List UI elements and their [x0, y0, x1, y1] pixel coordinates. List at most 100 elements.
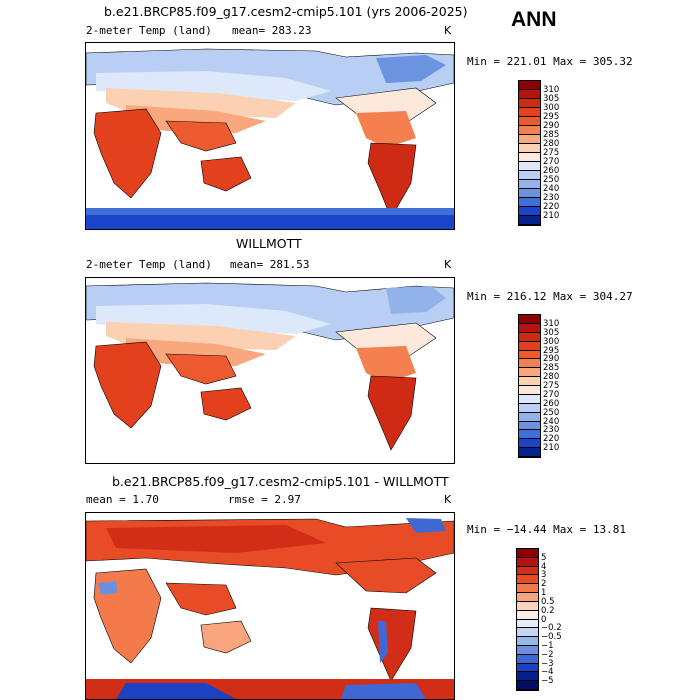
colorbar-label: 280	[543, 372, 560, 383]
panel1-variable: 2-meter Temp (land)	[86, 24, 212, 37]
colorbar-swatch	[517, 584, 538, 594]
colorbar-label: 260	[543, 398, 560, 409]
colorbar-label: −0.2	[541, 623, 562, 634]
colorbar-swatch	[517, 637, 538, 646]
panel3-title: b.e21.BRCP85.f09_g17.cesm2-cmip5.101 - W…	[112, 474, 449, 489]
colorbar-label: 275	[543, 381, 560, 391]
panel1-colorbar: 310 305 300 295 290 285 280 275 270 260 250 240 230 2…	[518, 80, 559, 226]
colorbar-label: −2	[541, 649, 554, 660]
panel1-map-svg	[86, 48, 454, 229]
colorbar-label: −5	[541, 676, 554, 687]
colorbar-swatch	[519, 439, 540, 449]
panel2-map-svg	[86, 282, 454, 451]
colorbar-swatch	[519, 171, 540, 180]
panel2-title: WILLMOTT	[236, 236, 302, 251]
colorbar-label: 290	[543, 354, 560, 365]
panel2-units: K	[444, 258, 452, 271]
colorbar-swatch	[519, 430, 540, 440]
colorbar-swatch	[519, 332, 540, 342]
colorbar-swatch	[519, 144, 540, 153]
colorbar-label: 250	[543, 407, 560, 418]
colorbar-swatch	[517, 672, 538, 682]
colorbar-label: 310	[543, 85, 560, 95]
panel3-map	[85, 512, 455, 700]
colorbar-label: 3	[541, 570, 547, 581]
colorbar-label: 1	[541, 588, 547, 599]
panel3-colorbar: 5 4 3 2 1 0.5 0.2 0 −0.2 −0.5 −1 −2 −3 −4 −5	[516, 548, 562, 691]
colorbar-label: 0	[541, 614, 547, 625]
colorbar-swatch	[519, 368, 540, 378]
colorbar-swatch	[519, 403, 540, 413]
colorbar-swatch	[519, 126, 540, 135]
colorbar-swatch	[517, 566, 538, 576]
colorbar-swatch	[519, 412, 540, 422]
colorbar-swatch	[519, 359, 540, 369]
colorbar-label: 5	[541, 552, 547, 563]
colorbar-swatch	[519, 315, 540, 324]
colorbar-label: 230	[543, 193, 560, 203]
panel2-minmax: Min = 216.12 Max = 304.27	[467, 290, 633, 303]
colorbar-label: −1	[541, 640, 554, 651]
panel1-minmax: Min = 221.01 Max = 305.32	[467, 55, 633, 68]
colorbar-label: 250	[543, 175, 560, 185]
colorbar-swatch	[519, 207, 540, 216]
panel1-units: K	[444, 24, 452, 37]
colorbar-label: 270	[543, 389, 560, 400]
panel2-map	[85, 277, 455, 464]
colorbar-swatch	[519, 180, 540, 189]
colorbar-label: 0.5	[541, 596, 555, 607]
colorbar-label: 295	[543, 345, 560, 356]
colorbar-label: 2	[541, 579, 547, 590]
colorbar-label: 0.2	[541, 605, 555, 616]
colorbar-label: 260	[543, 166, 560, 176]
colorbar-swatch	[519, 198, 540, 207]
panel1-title: b.e21.BRCP85.f09_g17.cesm2-cmip5.101 (yr…	[104, 4, 468, 19]
colorbar-label: 300	[543, 336, 560, 347]
colorbar-swatch	[517, 628, 538, 638]
colorbar-swatch	[517, 654, 538, 664]
panel2-mean: mean= 281.53	[230, 258, 310, 271]
colorbar-swatch	[517, 575, 538, 585]
colorbar-swatch	[519, 386, 540, 395]
colorbar-label: 210	[543, 211, 560, 221]
colorbar-swatch	[519, 394, 540, 404]
colorbar-swatch	[517, 593, 538, 602]
colorbar-label: 240	[543, 416, 560, 427]
colorbar-swatch	[517, 663, 538, 673]
colorbar-label: −4	[541, 667, 554, 678]
colorbar-swatch	[519, 323, 540, 333]
colorbar-label: 285	[543, 363, 560, 374]
season-label: ANN	[511, 8, 557, 31]
colorbar-swatch	[519, 448, 540, 457]
colorbar-swatch	[517, 601, 538, 611]
panel1-map	[85, 42, 455, 230]
colorbar-swatch	[519, 216, 540, 225]
colorbar-label: 290	[543, 121, 560, 131]
colorbar-label: 300	[543, 103, 560, 113]
colorbar-swatch	[519, 350, 540, 360]
colorbar-label: 240	[543, 184, 560, 194]
colorbar-swatch	[519, 189, 540, 198]
colorbar-swatch	[519, 81, 540, 90]
colorbar-swatch	[519, 117, 540, 126]
panel1-mean: mean= 283.23	[232, 24, 312, 37]
colorbar-swatch	[519, 90, 540, 99]
colorbar-label: 310	[543, 318, 560, 329]
colorbar-label: −0.5	[541, 632, 562, 643]
colorbar-label: 210	[543, 443, 560, 454]
colorbar-swatch	[519, 108, 540, 117]
colorbar-swatch	[519, 162, 540, 171]
colorbar-swatch	[517, 645, 538, 655]
colorbar-swatch	[519, 99, 540, 108]
colorbar-label: −3	[541, 658, 554, 669]
colorbar-label: 295	[543, 112, 560, 122]
panel3-minmax: Min = −14.44 Max = 13.81	[467, 523, 626, 536]
colorbar-swatch	[517, 619, 538, 629]
colorbar-label: 220	[543, 202, 560, 212]
colorbar-swatch	[519, 377, 540, 386]
colorbar-label: 280	[543, 139, 560, 149]
colorbar-swatch	[517, 681, 538, 690]
panel3-rmse: rmse = 2.97	[228, 493, 301, 506]
colorbar-label: 285	[543, 130, 560, 140]
